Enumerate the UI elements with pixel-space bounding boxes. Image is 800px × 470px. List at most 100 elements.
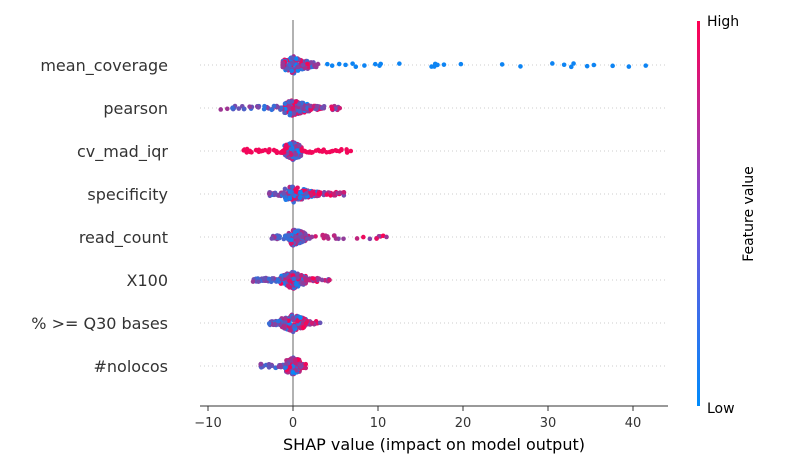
shap-point xyxy=(295,275,300,280)
shap-point xyxy=(296,101,302,107)
shap-point xyxy=(276,318,281,324)
shap-point xyxy=(309,234,315,240)
shap-point xyxy=(256,105,261,110)
shap-point xyxy=(377,63,382,68)
feature-label: cv_mad_iqr xyxy=(77,142,168,162)
shap-point xyxy=(362,63,367,68)
shap-point xyxy=(333,148,338,153)
shap-point xyxy=(289,356,294,362)
shap-point xyxy=(348,148,354,154)
shap-point xyxy=(643,63,649,68)
shap-point xyxy=(236,106,242,111)
shap-point xyxy=(285,283,291,289)
shap-point xyxy=(313,148,319,153)
shap-point xyxy=(266,276,272,282)
shap-point xyxy=(297,142,302,148)
shap-point xyxy=(299,234,305,240)
shap-point xyxy=(397,61,402,66)
shap-point xyxy=(267,147,272,152)
shap-point xyxy=(294,282,299,287)
shap-point xyxy=(331,233,337,238)
shap-point xyxy=(310,276,316,281)
shap-point xyxy=(290,315,296,321)
shap-point xyxy=(325,234,330,239)
shap-point xyxy=(261,276,267,281)
shap-point xyxy=(224,106,230,112)
feature-label: #nolocos xyxy=(94,357,169,376)
shap-point xyxy=(293,152,299,157)
shap-point xyxy=(250,279,256,284)
feature-label: % >= Q30 bases xyxy=(31,314,168,333)
shap-point xyxy=(327,277,332,283)
shap-point xyxy=(308,193,314,198)
shap-point xyxy=(561,62,567,68)
shap-point xyxy=(367,236,373,242)
shap-point xyxy=(272,191,278,197)
shap-point xyxy=(353,64,359,69)
shap-point xyxy=(309,320,315,326)
shap-point xyxy=(343,62,348,68)
shap-point xyxy=(325,61,330,67)
shap-point xyxy=(295,64,300,70)
shap-point xyxy=(289,68,295,74)
shap-point xyxy=(291,111,297,116)
shap-point xyxy=(336,61,342,67)
colorbar-high-label: High xyxy=(707,14,739,30)
shap-point xyxy=(275,104,281,110)
shap-point xyxy=(316,191,322,197)
feature-label: X100 xyxy=(127,271,169,290)
shap-point xyxy=(275,277,281,282)
shap-point xyxy=(282,273,288,278)
x-tick-label: 40 xyxy=(625,416,642,431)
shap-point xyxy=(266,191,272,197)
shap-point xyxy=(241,106,247,112)
feature-label: mean_coverage xyxy=(40,56,168,76)
shap-point xyxy=(568,64,574,70)
shap-point xyxy=(303,321,309,326)
x-ticks: −10 0 10 20 30 40 xyxy=(194,406,641,431)
shap-point xyxy=(266,321,272,326)
x-axis: −10 0 10 20 30 40 xyxy=(194,405,668,431)
shap-point xyxy=(282,110,287,116)
colorbar-low-label: Low xyxy=(707,401,735,417)
shap-point xyxy=(283,142,289,148)
shap-point xyxy=(297,195,303,201)
shap-point xyxy=(308,60,314,65)
shap-point xyxy=(286,233,291,238)
shap-point xyxy=(384,234,389,240)
shap-point xyxy=(337,190,343,195)
shap-point xyxy=(288,146,294,152)
x-axis-title: SHAP value (impact on model output) xyxy=(283,435,585,454)
shap-point xyxy=(287,278,293,284)
colorbar-gradient xyxy=(697,21,700,406)
shap-point xyxy=(361,234,366,240)
shap-point xyxy=(372,61,378,67)
colorbar: High Low Feature value xyxy=(697,14,757,417)
shap-point xyxy=(281,191,286,196)
shap-point xyxy=(337,105,343,111)
shap-point xyxy=(282,186,288,192)
shap-point xyxy=(289,237,294,243)
colorbar-title: Feature value xyxy=(741,166,757,262)
shap-point xyxy=(350,61,355,66)
shap-point xyxy=(289,241,294,246)
shap-point xyxy=(289,99,295,104)
shap-point xyxy=(295,238,300,244)
shap-point xyxy=(289,55,295,61)
x-tick-label: 0 xyxy=(289,416,297,431)
shap-point xyxy=(283,361,289,367)
shap-point xyxy=(269,236,275,241)
shap-point xyxy=(610,63,615,69)
shap-point xyxy=(319,105,325,111)
shap-point xyxy=(591,62,597,68)
shap-point xyxy=(288,152,294,158)
shap-point xyxy=(287,189,293,195)
shap-point xyxy=(291,276,296,282)
shap-point xyxy=(298,153,304,159)
shap-point xyxy=(306,150,312,155)
shap-point xyxy=(308,107,314,112)
x-tick-label: −10 xyxy=(194,416,221,431)
shap-point xyxy=(341,236,346,242)
feature-label: read_count xyxy=(79,228,168,248)
